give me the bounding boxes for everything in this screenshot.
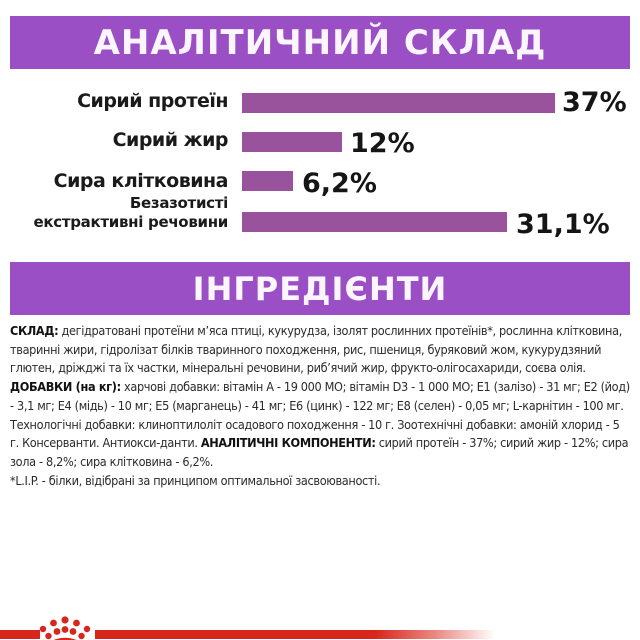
bar-value: 12% (350, 128, 415, 159)
royal-canin-crown-icon (39, 616, 91, 640)
composition-label: СКЛАД: (10, 323, 59, 338)
ingredients-banner: ІНГРЕДІЄНТИ (10, 262, 630, 315)
bar-label: Сирий жир (112, 129, 229, 151)
composition-text: дегідратовані протеїни м’яса птиці, куку… (10, 323, 622, 376)
analytical-bar-chart: Сирий протеїн 37% Сирий жир 12% Сира клі… (0, 0, 640, 260)
ingredients-title: ІНГРЕДІЄНТИ (192, 269, 448, 308)
additives-text: харчові добавки: вітамін А - 19 000 МО; … (10, 379, 630, 451)
additives-label: ДОБАВКИ (на кг): (10, 379, 121, 395)
ingredients-text-block: СКЛАД: дегідратовані протеїни м’яса птиц… (10, 322, 630, 490)
bar-protein (242, 93, 555, 113)
bar-fat (242, 132, 342, 152)
bar-label: Сира клітковина (53, 170, 229, 192)
analytical-components-label: АНАЛІТИЧНІ КОМПОНЕНТИ: (200, 435, 376, 451)
bar-nfe (242, 212, 507, 232)
ingredients-paragraph: СКЛАД: дегідратовані протеїни м’яса птиц… (10, 322, 630, 472)
analytical-composition-banner: АНАЛІТИЧНИЙ СКЛАД (10, 16, 630, 69)
bar-value: 31,1% (516, 209, 610, 240)
bar-value: 37% (562, 87, 627, 118)
page-title: АНАЛІТИЧНИЙ СКЛАД (93, 22, 547, 63)
bar-value: 6,2% (302, 168, 377, 199)
footnote: *L.I.P. - білки, відібрані за принципом … (10, 472, 381, 488)
brand-footer (0, 590, 640, 640)
bar-label-line1: Безазотисті (129, 194, 228, 212)
bar-fiber (242, 171, 293, 191)
analytical-components-text: сирий протеїн - 37%; сирий жир - 12%; си… (10, 435, 629, 469)
brand-line-right (95, 630, 495, 639)
bar-label-line2: екстрактивні речовини (33, 213, 229, 231)
brand-line-left (0, 630, 40, 639)
bar-label: Сирий протеїн (77, 90, 228, 112)
